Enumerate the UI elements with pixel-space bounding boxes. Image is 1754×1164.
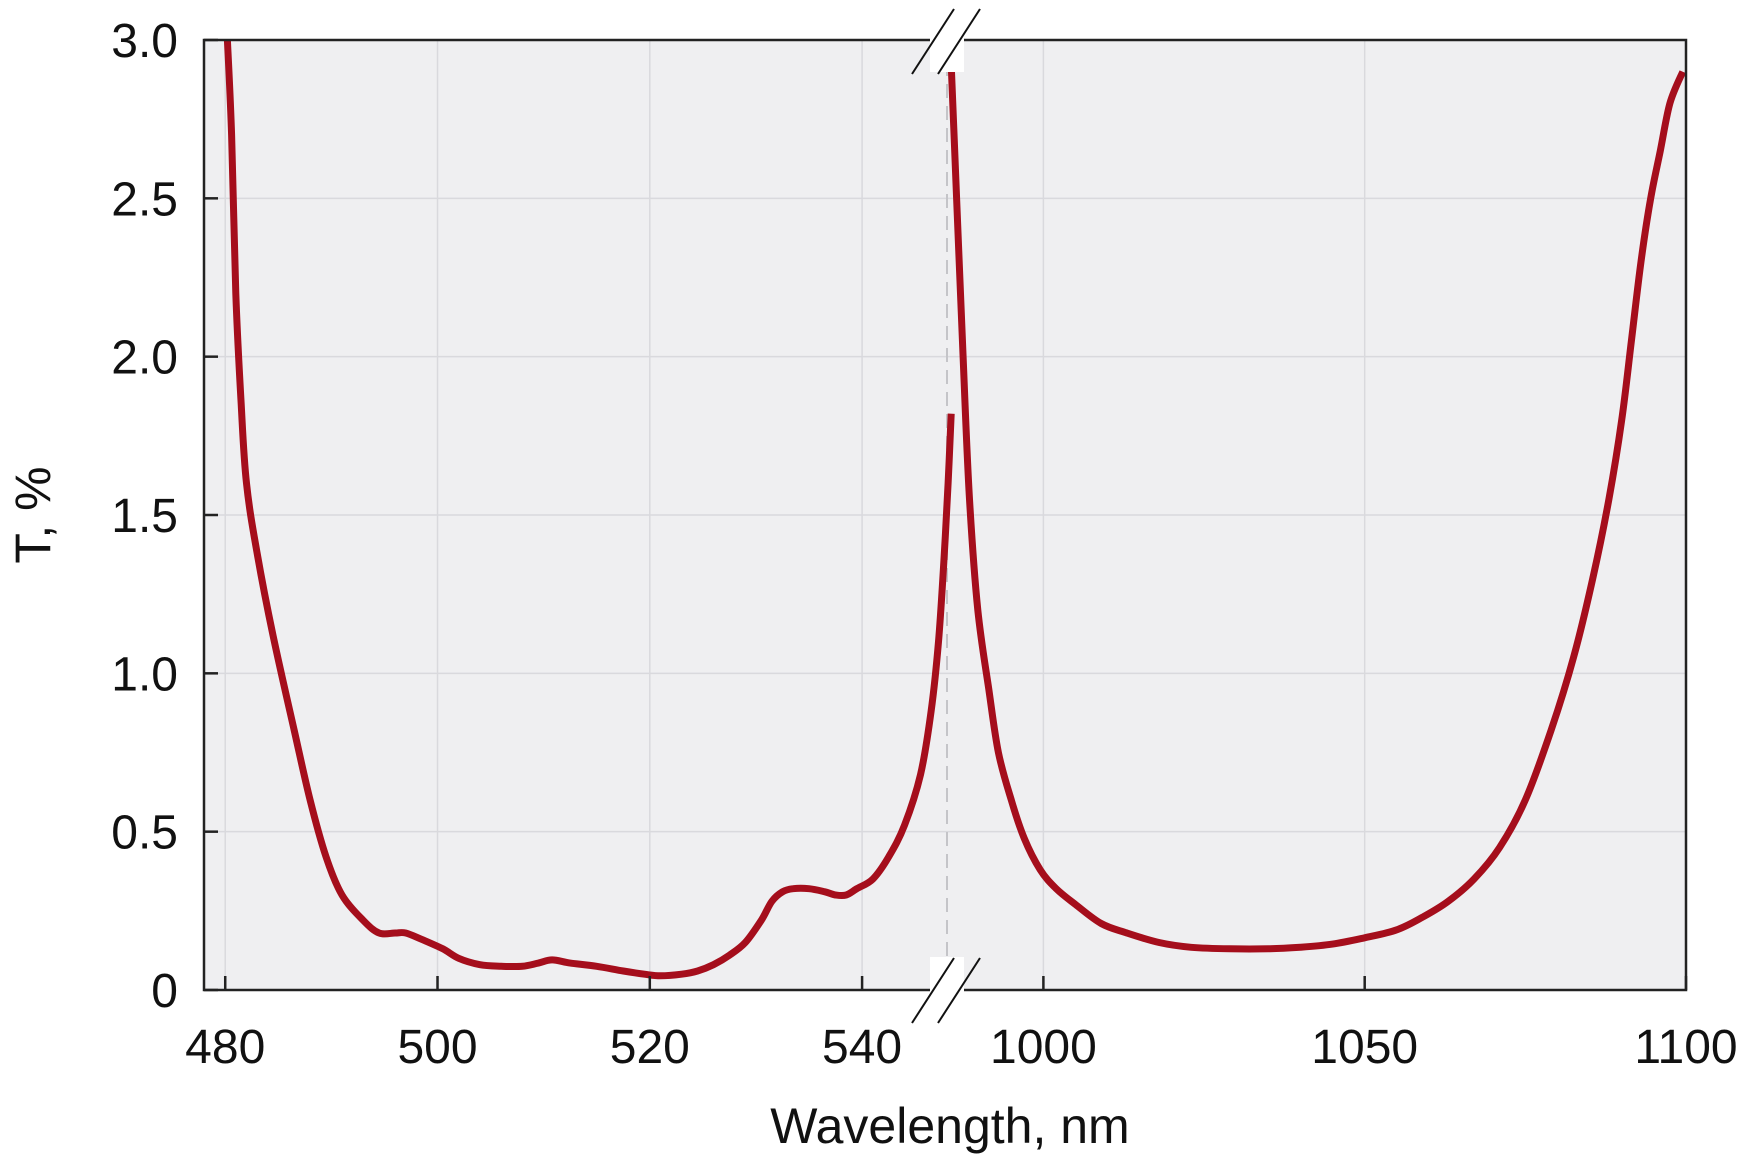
data-series (223, 39, 1687, 980)
x-tick-label: 520 (610, 1021, 690, 1074)
x-tick-label: 540 (822, 1021, 902, 1074)
axis-break-mark-top (911, 8, 981, 75)
axis-break-mark-bottom (911, 957, 981, 1025)
x-tick-label: 1100 (1634, 1021, 1737, 1074)
y-tick-label: 2.0 (111, 332, 178, 385)
x-tick-label: 1050 (1311, 1021, 1418, 1074)
x-tick-label: 480 (185, 1021, 265, 1074)
y-tick-label: 3.0 (111, 15, 178, 68)
x-tick-label: 1000 (990, 1021, 1097, 1074)
x-axis-title: Wavelength, nm (770, 1098, 1129, 1154)
y-axis-title: T, % (5, 466, 61, 563)
y-tick-label: 2.5 (111, 173, 178, 226)
tick-labels: 0 0.5 1.0 1.5 2.0 2.5 3.0 480 500 520 540 1000 1050 1… (111, 15, 1737, 1074)
x-tick-label: 500 (397, 1021, 477, 1074)
transmission-line-visible (223, 39, 955, 980)
y-tick-label: 0.5 (111, 807, 178, 860)
y-tick-label: 1.0 (111, 648, 178, 701)
y-tick-label: 1.5 (111, 490, 178, 543)
y-tick-label: 0 (151, 965, 178, 1018)
axis-ticks (204, 38, 1688, 992)
transmission-line-near-infrared (946, 39, 1687, 953)
